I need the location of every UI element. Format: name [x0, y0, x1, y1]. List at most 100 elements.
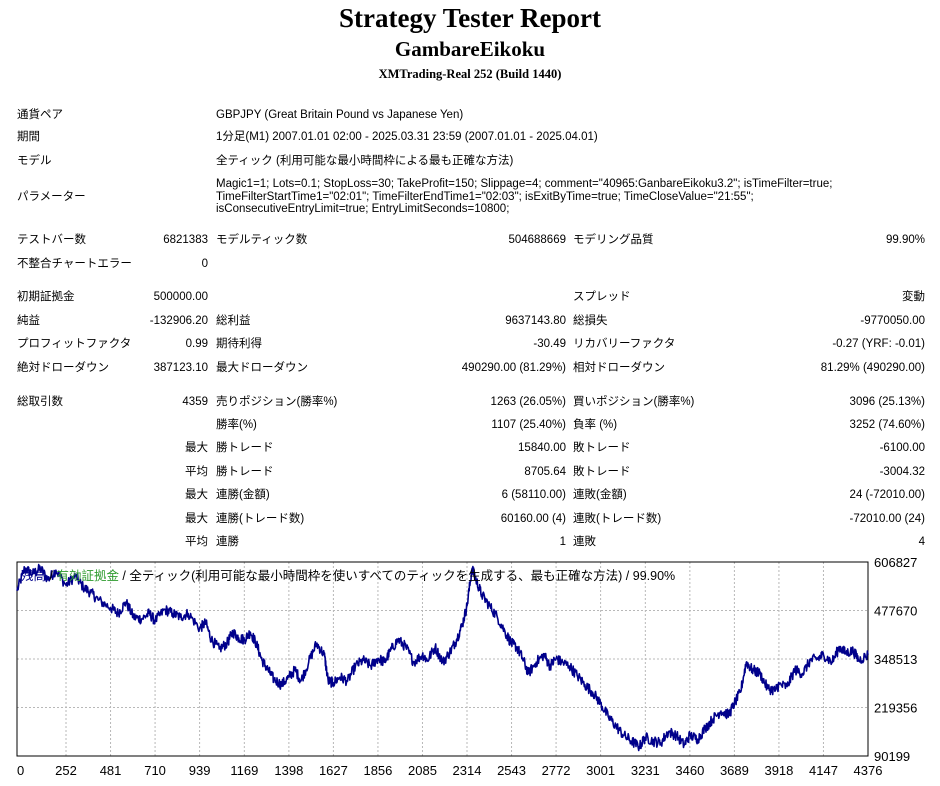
- y-tick-label: 348513: [874, 652, 917, 667]
- x-tick-label: 2085: [408, 763, 437, 778]
- avg-cons-wins-value: 1: [559, 536, 566, 548]
- long-positions-label: 買いポジション(勝率%): [573, 396, 695, 408]
- loss-rate-label: 負率 (%): [573, 419, 618, 431]
- x-tick-label: 3231: [631, 763, 660, 778]
- plot-frame: [16, 561, 869, 757]
- params-line: isConsecutiveEntryLimit=true; EntryLimit…: [216, 203, 510, 215]
- net-profit-value: -132906.20: [149, 315, 208, 327]
- y-tick-label: 606827: [874, 556, 917, 570]
- y-tick-label: 477670: [874, 604, 917, 619]
- x-tick-label: 939: [189, 763, 211, 778]
- spread-label: スプレッド: [573, 291, 631, 303]
- largest-label: 最大: [185, 442, 208, 454]
- cons-losses-trades-value: -72010.00 (24): [849, 513, 925, 525]
- x-tick-label: 3460: [675, 763, 704, 778]
- largest-loss-label: 敗トレード: [573, 442, 631, 454]
- server-info: XMTrading-Real 252 (Build 1440): [378, 67, 562, 81]
- bars-label: テストバー数: [17, 234, 86, 246]
- cons-wins-trades-label: 連勝(トレード数): [216, 513, 305, 525]
- short-positions-label: 売りポジション(勝率%): [216, 396, 338, 408]
- legend-description: / 全ティック(利用可能な最小時間枠を使いすべてのティックを生成する、最も正確な…: [118, 569, 676, 583]
- long-positions-value: 3096 (25.13%): [849, 396, 925, 408]
- quality-label: モデリング品質: [573, 234, 654, 246]
- deposit-label: 初期証拠金: [17, 291, 75, 303]
- params-value: Magic1=1; Lots=0.1; StopLoss=30; TakePro…: [216, 178, 916, 216]
- chart-legend: 残高 / 有効証拠金 / 全ティック(利用可能な最小時間枠を使いすべてのティック…: [21, 565, 675, 584]
- loss-rate-value: 3252 (74.60%): [849, 419, 925, 431]
- mismatch-value: 0: [201, 258, 208, 270]
- quality-value: 99.90%: [885, 234, 925, 246]
- cons-losses-amount-value: 24 (-72010.00): [849, 489, 925, 501]
- gross-loss-value: -9770050.00: [860, 315, 925, 327]
- cons-wins-amount-value: 6 (58110.00): [501, 489, 566, 501]
- recovery-factor-label: リカバリーファクタ: [573, 338, 676, 350]
- params-line: TimeFilterStartTime1="02:01"; TimeFilter…: [216, 190, 754, 203]
- x-tick-label: 2314: [453, 763, 482, 778]
- balance-chart-svg: 606827 477670 348513 219356 90199 0 252 481 710 9…: [16, 556, 917, 778]
- ticks-value: 504688669: [508, 234, 566, 246]
- x-tick-label: 4147: [809, 763, 838, 778]
- deposit-value: 500000.00: [153, 291, 208, 303]
- abs-drawdown-label: 絶対ドローダウン: [17, 362, 109, 374]
- x-tick-label: 0: [17, 763, 24, 778]
- x-tick-label: 3001: [586, 763, 615, 778]
- cons-losses-trades-label: 連敗(トレード数): [573, 513, 662, 525]
- recovery-factor-value: -0.27 (YRF: -0.01): [832, 338, 925, 350]
- symbol-value: GBPJPY (Great Britain Pound vs Japanese …: [216, 109, 464, 121]
- rel-drawdown-value: 81.29% (490290.00): [820, 362, 925, 374]
- win-rate-label: 勝率(%): [216, 419, 257, 431]
- x-tick-label: 1398: [274, 763, 303, 778]
- max-drawdown-label: 最大ドローダウン: [216, 362, 308, 374]
- gross-profit-value: 9637143.80: [505, 315, 566, 327]
- average-label: 平均: [185, 466, 208, 478]
- average-loss-label: 敗トレード: [573, 466, 631, 478]
- average-win-label: 勝トレード: [216, 466, 274, 478]
- average-cons-label: 平均: [185, 536, 208, 548]
- x-tick-label: 1627: [319, 763, 348, 778]
- total-trades-value: 4359: [182, 396, 208, 408]
- x-tick-label: 710: [144, 763, 166, 778]
- average-win-value: 8705.64: [524, 466, 566, 478]
- x-tick-label: 4376: [854, 763, 883, 778]
- max-drawdown-value: 490290.00 (81.29%): [461, 362, 566, 374]
- cons-wins-amount-label: 連勝(金額): [216, 489, 270, 501]
- largest-win-value: 15840.00: [518, 442, 566, 454]
- total-trades-label: 総取引数: [17, 396, 63, 408]
- x-tick-label: 1169: [230, 763, 258, 778]
- short-positions-value: 1263 (26.05%): [490, 396, 566, 408]
- profit-factor-label: プロフィットファクタ: [17, 338, 132, 350]
- cons-wins-trades-value: 60160.00 (4): [500, 513, 566, 525]
- x-tick-label: 3918: [764, 763, 793, 778]
- legend-balance: 残高: [21, 569, 47, 583]
- model-value: 全ティック (利用可能な最小時間枠による最も正確な方法): [216, 155, 514, 167]
- x-tick-label: 252: [55, 763, 77, 778]
- expected-payoff-value: -30.49: [533, 338, 566, 350]
- win-rate-value: 1107 (25.40%): [491, 419, 566, 431]
- maximum-label: 最大: [185, 489, 208, 501]
- rel-drawdown-label: 相対ドローダウン: [573, 362, 665, 374]
- largest-loss-value: -6100.00: [879, 442, 925, 454]
- net-profit-label: 純益: [17, 315, 40, 327]
- balance-line: [16, 563, 869, 752]
- profit-factor-value: 0.99: [185, 338, 208, 350]
- legend-equity: 有効証拠金: [56, 569, 119, 583]
- bars-value: 6821383: [163, 234, 208, 246]
- cons-losses-amount-label: 連敗(金額): [573, 489, 627, 501]
- x-tick-label: 2543: [497, 763, 526, 778]
- x-tick-label: 1856: [363, 763, 392, 778]
- x-tick-label: 481: [100, 763, 122, 778]
- model-label: モデル: [17, 155, 52, 167]
- gross-loss-label: 総損失: [573, 315, 608, 327]
- avg-cons-wins-label: 連勝: [216, 536, 239, 548]
- y-tick-label: 219356: [874, 701, 917, 716]
- params-label: パラメーター: [17, 191, 86, 203]
- maximal-label: 最大: [185, 513, 208, 525]
- abs-drawdown-value: 387123.10: [153, 362, 208, 374]
- x-tick-label: 2772: [542, 763, 571, 778]
- params-line: Magic1=1; Lots=0.1; StopLoss=30; TakePro…: [216, 178, 833, 190]
- ticks-label: モデルティック数: [216, 234, 308, 246]
- x-tick-label: 3689: [720, 763, 749, 778]
- period-label: 期間: [17, 131, 40, 143]
- legend-separator: /: [46, 569, 57, 583]
- avg-cons-losses-label: 連敗: [573, 536, 596, 548]
